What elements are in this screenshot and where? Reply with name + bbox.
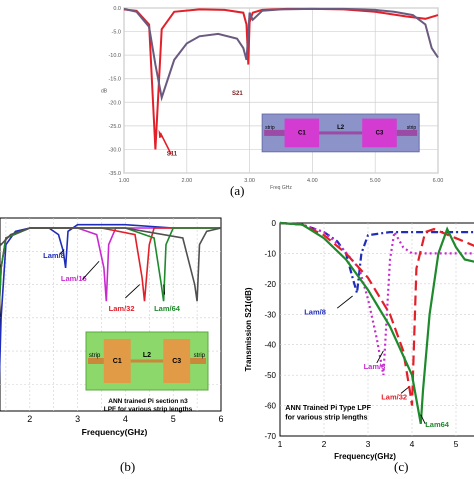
annotation-1: Lam/8 [364, 362, 386, 371]
inset-caption-line1: ANN trained Pi section n3 [108, 398, 188, 405]
x-tick-label: 5 [171, 414, 176, 424]
caption-c: (c) [394, 459, 409, 474]
inset-label-strip-left: strip [265, 125, 275, 131]
pad-c3 [362, 118, 397, 148]
inset-label-c1: C1 [113, 358, 122, 365]
plot-area [279, 222, 474, 437]
series-line-reference [0, 227, 222, 302]
strip-left [88, 358, 104, 364]
panel-c: 0 -10 -20 -30 -40 -50 -60 -70 1 2 3 4 5 Frequency(GHz… [240, 206, 474, 474]
line-l2 [319, 131, 363, 135]
inset-label-l2: L2 [337, 125, 345, 131]
y-tick-label: -40 [264, 341, 276, 350]
annotation-2: Lam/32 [381, 392, 407, 401]
pad-c3 [163, 338, 191, 384]
chart-caption-line2: for various strip lengths [285, 412, 367, 421]
x-axis-label: Freq GHz [270, 185, 292, 191]
y-tick-label: -20.0 [108, 100, 121, 106]
annotation-arrow [400, 386, 409, 394]
annotation-arrow [336, 295, 353, 309]
x-tick-label: 3 [366, 439, 371, 449]
caption-a: (a) [230, 183, 245, 198]
annotation-arrow [59, 249, 65, 255]
inset-label-strip-right: strip [194, 353, 206, 359]
y-tick-label: 0.0 [113, 6, 121, 12]
inset-caption-line2: LPF for various strip lengths [104, 406, 193, 413]
annotation-lam-32: Lam/32 [109, 304, 135, 313]
panel-a: 1.00 2.00 3.00 4.00 5.00 6.00 0.0 -5.0 -10.0 -15.… [0, 0, 474, 198]
y-tick-label: -10.0 [108, 53, 121, 59]
annotation-arrow [163, 284, 166, 295]
annotation-lam-16: Lam/16 [61, 274, 87, 283]
y-tick-label: -70 [264, 432, 276, 441]
annotation-lam-64: Lam/64 [154, 304, 181, 313]
inset-label-c3: C3 [376, 131, 384, 137]
y-axis-label: Transmission S21(dB) [244, 287, 253, 371]
x-tick-label: 4.00 [307, 178, 318, 184]
y-tick-label: -30.0 [108, 147, 121, 153]
y-tick-label: 0 [272, 219, 277, 228]
y-tick-label: -50 [264, 371, 276, 380]
y-tick-label: -15.0 [108, 77, 121, 83]
chart-c: 0 -10 -20 -30 -40 -50 -60 -701 2 3 4 5 Frequency(GHz… [244, 219, 474, 461]
x-tick-label: 2.00 [181, 178, 192, 184]
x-tick-label: 4 [123, 414, 128, 424]
strip-right [190, 358, 206, 364]
annotation-arrow [420, 414, 426, 425]
y-axis-label: dB [101, 89, 108, 95]
inset-label-c3: C3 [172, 358, 181, 365]
chart-caption-line1: ANN Trained Pi Type LPF [285, 403, 371, 412]
y-tick-label: -35.0 [108, 171, 121, 177]
circuit-inset: strip C1 L2 C3 strip [261, 113, 420, 153]
pad-c1 [284, 118, 320, 148]
annotation-lam-8: Lam/8 [43, 251, 65, 260]
x-tick-label: 3 [75, 414, 80, 424]
inset-label-strip-right: strip [407, 125, 417, 131]
annotation-s21: S21 [232, 91, 243, 97]
series-line-s21 [123, 7, 439, 102]
series-line-2 [279, 221, 474, 406]
y-tick-label: -5.0 [112, 30, 121, 36]
annotation-s11: S11 [167, 152, 178, 158]
annotation-arrow [376, 350, 384, 364]
caption-b: (b) [120, 459, 136, 474]
series-line-3 [279, 221, 474, 424]
chart-a: 1.00 2.00 3.00 4.00 5.00 6.00 0.0 -5.0 -10.0 -15.… [101, 6, 444, 191]
series-line-s11 [123, 7, 439, 150]
inset-label-c1: C1 [298, 131, 306, 137]
annotation-arrow [125, 284, 141, 299]
y-tick-label: -25.0 [108, 124, 121, 130]
inset-label-l2: L2 [143, 352, 151, 359]
panel-b: 2 3 4 5 6 Frequency(GHz) Lam/8 Lam/16 Lam/32 Lam/… [0, 206, 240, 474]
annotation-3: Lam64 [425, 420, 450, 429]
chart-b: 2 3 4 5 6 Frequency(GHz) Lam/8 Lam/16 Lam/32 Lam/… [0, 217, 224, 437]
x-tick-label: 2 [322, 439, 327, 449]
x-tick-label: 2 [27, 414, 32, 424]
x-tick-label: 6 [218, 414, 223, 424]
x-tick-label: 6.00 [433, 178, 444, 184]
strip-left [264, 129, 285, 136]
x-tick-label: 1.00 [119, 178, 130, 184]
inset-label-strip-left: strip [89, 353, 101, 359]
x-tick-label: 3.00 [244, 178, 255, 184]
y-tick-label: -10 [264, 249, 276, 258]
annotation-arrowhead-s11 [158, 129, 163, 139]
x-tick-label: 5.00 [370, 178, 381, 184]
x-tick-label: 1 [278, 439, 283, 449]
pad-c1 [103, 338, 131, 384]
series-line-1 [279, 221, 474, 376]
y-tick-label: -60 [264, 402, 276, 411]
y-tick-label: -20 [264, 280, 276, 289]
annotation-arrow [82, 260, 100, 280]
y-tick-label: -30 [264, 310, 276, 319]
annotation-0: Lam/8 [304, 307, 326, 316]
x-tick-label: 4 [410, 439, 415, 449]
x-axis-label: Frequency(GHz) [82, 427, 148, 437]
line-l2 [130, 359, 164, 363]
circuit-inset: strip C1 L2 C3 strip [85, 331, 209, 391]
strip-right [396, 129, 418, 136]
x-tick-label: 5 [454, 439, 459, 449]
x-axis-label: Frequency(GHz) [334, 452, 396, 461]
